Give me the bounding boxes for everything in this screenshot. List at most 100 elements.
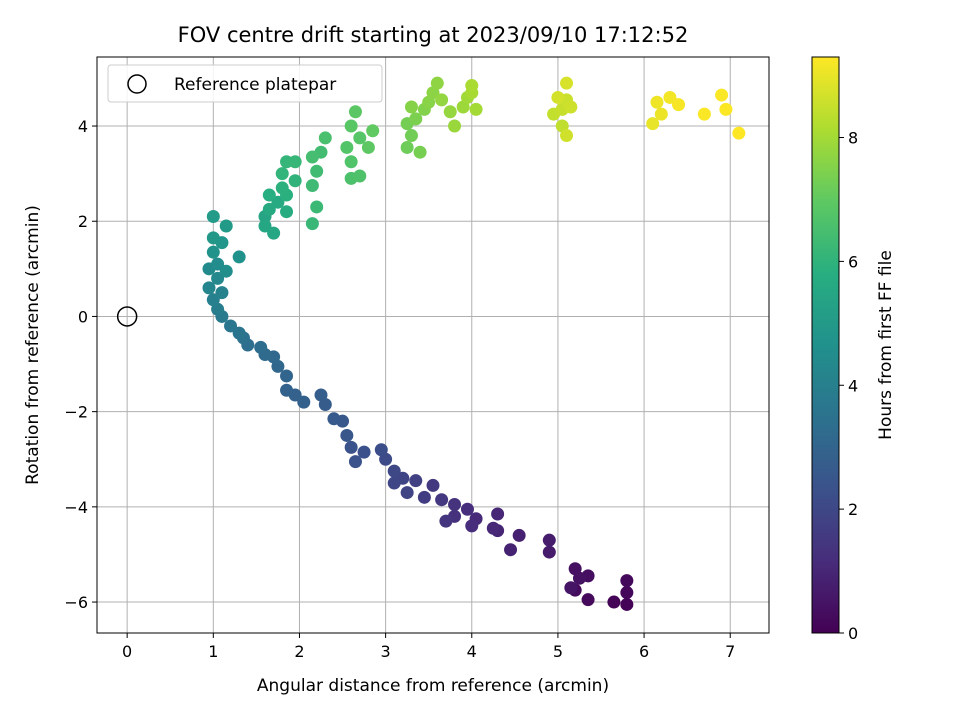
y-tick-label: 0 [78, 307, 88, 326]
data-point [206, 209, 220, 223]
data-point [219, 219, 233, 233]
data-point [435, 93, 449, 107]
data-point [254, 340, 268, 354]
data-point [448, 119, 462, 133]
data-point [572, 571, 586, 585]
data-point [409, 112, 423, 126]
data-point [348, 105, 362, 119]
data-point [581, 593, 595, 607]
colorbar-ticks: 0 2 4 6 8 [839, 129, 858, 643]
data-point [327, 412, 341, 426]
colorbar-label: Hours from first FF file [876, 250, 896, 440]
data-point [650, 95, 664, 109]
legend-box [107, 64, 383, 103]
data-point [672, 98, 686, 112]
data-point [719, 102, 733, 116]
data-point [275, 167, 289, 181]
data-point [732, 126, 746, 140]
data-point [211, 257, 225, 271]
data-point [607, 595, 621, 609]
data-point [564, 100, 578, 114]
grid [97, 57, 769, 633]
data-point [620, 574, 634, 588]
data-point [206, 231, 220, 245]
y-tick-label: −4 [64, 498, 88, 517]
data-point [305, 217, 319, 231]
y-axis-label: Rotation from reference (arcmin) [23, 205, 43, 485]
plot-area-frame [96, 56, 770, 634]
data-point [206, 245, 220, 259]
data-point [409, 474, 423, 488]
data-point [215, 286, 229, 300]
data-point [387, 476, 401, 490]
data-point [460, 502, 474, 516]
data-point [344, 440, 358, 454]
legend-marker-reference [127, 74, 147, 94]
colorbar: 0 2 4 6 8 Hours from first FF file [811, 56, 896, 643]
reference-platepar-marker [116, 306, 138, 327]
data-point [310, 164, 324, 178]
data-point [288, 174, 302, 188]
x-tick-label: 6 [639, 642, 649, 661]
data-point [620, 586, 634, 600]
data-point [366, 124, 380, 138]
data-point [512, 528, 526, 542]
data-point [224, 319, 238, 333]
data-point [404, 129, 418, 143]
data-point [435, 493, 449, 507]
data-point [646, 117, 660, 131]
legend: Reference platepar [107, 64, 383, 103]
data-point [357, 445, 371, 459]
data-point [697, 107, 711, 121]
data-point [206, 293, 220, 307]
data-point [280, 205, 294, 219]
colorbar-tick-label: 6 [848, 252, 858, 271]
data-point [620, 597, 634, 611]
data-point [280, 383, 294, 397]
x-tick-label: 1 [208, 642, 218, 661]
data-point [202, 281, 216, 295]
data-point [340, 428, 354, 442]
data-point [426, 478, 440, 492]
data-point [417, 490, 431, 504]
colorbar-tick-label: 8 [848, 129, 858, 148]
data-point [400, 486, 414, 500]
colorbar-gradient [811, 56, 840, 634]
data-point [443, 105, 457, 119]
colorbar-tick-label: 0 [848, 624, 858, 643]
data-point [430, 76, 444, 90]
data-point [232, 326, 246, 340]
data-point [353, 169, 367, 183]
x-tick-label: 0 [122, 642, 132, 661]
data-point [271, 195, 285, 209]
data-point [663, 90, 677, 104]
data-point [560, 129, 574, 143]
data-point [262, 188, 276, 202]
data-point [560, 76, 574, 90]
data-point [232, 250, 246, 264]
data-point [344, 119, 358, 133]
data-point [344, 155, 358, 169]
colorbar-tick-label: 4 [848, 376, 858, 395]
data-point [465, 79, 479, 93]
y-tick-label: −2 [64, 403, 88, 422]
data-point [280, 369, 294, 383]
data-point [404, 100, 418, 114]
data-points [116, 76, 746, 611]
data-point [318, 131, 332, 145]
data-point [542, 533, 556, 547]
data-point [361, 140, 375, 154]
data-point [374, 443, 388, 457]
data-point [439, 514, 453, 528]
data-point [348, 455, 362, 469]
data-point [211, 271, 225, 285]
x-tick-label: 2 [294, 642, 304, 661]
data-point [267, 226, 281, 240]
x-tick-label: 5 [553, 642, 563, 661]
data-point [491, 507, 505, 521]
data-point [564, 581, 578, 595]
chart-title: FOV centre drift starting at 2023/09/10 … [178, 23, 689, 47]
data-point [305, 179, 319, 193]
data-point [654, 107, 668, 121]
